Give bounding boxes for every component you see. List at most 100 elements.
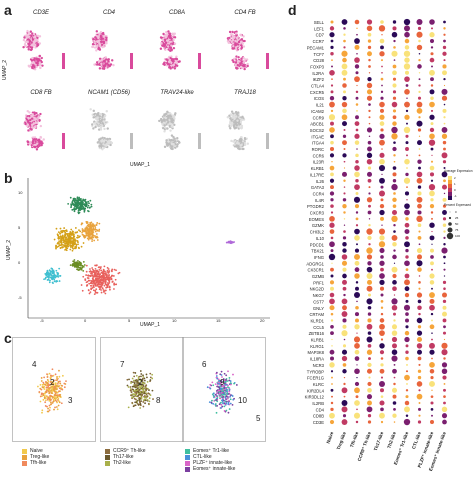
feature-dot <box>162 126 165 130</box>
expression-dot <box>329 216 335 222</box>
feature-dot <box>163 114 166 117</box>
expression-dot <box>356 364 358 366</box>
feature-dot <box>94 124 98 127</box>
subset-cell <box>142 374 144 377</box>
expression-dot <box>341 330 348 337</box>
subset-cell <box>219 382 222 384</box>
expression-dot <box>416 120 423 127</box>
feature-dot <box>234 121 237 125</box>
umap-cell <box>58 267 61 270</box>
expression-dot <box>378 25 386 32</box>
feature-dot <box>232 125 236 128</box>
umap-cell <box>51 267 54 270</box>
subset-cell <box>220 385 223 387</box>
expression-dot <box>368 65 371 68</box>
feature-dot <box>164 48 167 51</box>
subset-cell <box>131 401 134 404</box>
expression-dot <box>354 44 360 50</box>
subset-cell <box>132 388 135 391</box>
expression-dot <box>354 235 360 241</box>
subset-cell <box>217 389 220 392</box>
expression-dot <box>405 84 409 87</box>
subset-cell <box>132 393 134 396</box>
expression-dot <box>431 338 433 341</box>
expression-dot <box>368 376 371 379</box>
subset-cell <box>49 394 52 397</box>
umap-cell <box>85 227 88 230</box>
gene-label: ICOS <box>314 96 324 101</box>
subset-cell <box>46 389 48 392</box>
subset-cell <box>54 406 56 409</box>
umap-cell <box>66 232 68 235</box>
feature-dot <box>100 41 103 44</box>
umap-cell <box>111 280 114 283</box>
subset-cell <box>224 391 226 394</box>
feature-dot <box>33 111 36 114</box>
expression-dot <box>342 279 347 285</box>
expression-dot <box>341 311 348 318</box>
subset-cell <box>139 398 142 400</box>
umap-cell <box>90 284 93 287</box>
subset-cell <box>224 396 227 399</box>
expression-dot <box>379 412 385 419</box>
gene-label: ICAM2 <box>311 109 324 114</box>
umap-cell <box>71 264 74 267</box>
feature-plot-1-0 <box>23 109 65 151</box>
expression-dot <box>418 90 421 93</box>
expression-dot <box>442 204 447 208</box>
umap-cell <box>92 275 95 278</box>
feature-dot <box>32 64 35 68</box>
expression-dot <box>406 199 408 201</box>
subset-cell <box>213 395 215 398</box>
subset-cell <box>132 381 134 384</box>
pct-legend-dot <box>447 227 453 233</box>
pct-legend-tick: 0 <box>455 210 457 214</box>
feature-dot <box>163 145 167 149</box>
umap-cell <box>55 227 58 230</box>
gene-label: ZBTB16 <box>309 331 325 336</box>
group-label: Tfh-like <box>349 431 359 448</box>
subset-cell <box>44 394 46 397</box>
subset-cell <box>56 401 58 404</box>
feature-dot <box>234 42 237 45</box>
expression-dot <box>381 84 383 87</box>
expression-dot <box>391 133 398 140</box>
expression-dot <box>442 64 447 69</box>
feature-dot <box>110 141 114 145</box>
expression-dot <box>331 376 333 379</box>
feature-dot <box>89 108 92 111</box>
expression-dot <box>417 375 422 380</box>
gene-label: IFNG <box>314 255 324 260</box>
expression-dot <box>392 166 397 170</box>
expression-dot <box>379 38 385 44</box>
expression-dot <box>416 260 423 267</box>
expression-dot <box>403 63 411 70</box>
feature-dot <box>29 64 33 67</box>
expression-dot <box>416 330 423 336</box>
expression-dot <box>356 52 358 55</box>
umap-cell <box>79 198 82 200</box>
feature-dot <box>169 37 173 40</box>
expression-dot <box>429 342 435 349</box>
expression-dot <box>393 192 396 195</box>
feature-dot <box>240 136 243 139</box>
feature-dot <box>95 40 99 43</box>
expression-dot <box>403 18 411 26</box>
expression-dot <box>381 173 383 176</box>
expression-dot <box>356 109 358 112</box>
panel-d: SELL LEF1 CD7 CCR7 PECAM1 TCF7 CD28 FOXP3 IL2RA I… <box>290 0 474 478</box>
umap-cell <box>76 201 79 204</box>
subset-cell <box>54 391 57 394</box>
subset-cell <box>55 377 58 380</box>
feature-dot <box>170 147 173 151</box>
feature-dot <box>104 144 108 148</box>
subset-cell <box>146 398 149 401</box>
gene-label: KIR2DL4 <box>307 388 325 393</box>
umap-cell <box>108 285 111 288</box>
umap-cell <box>98 288 101 291</box>
group-label: Treg-like <box>336 431 347 451</box>
expression-dot <box>392 286 397 292</box>
legend-label: Naive <box>30 448 43 454</box>
expression-dot <box>343 293 346 297</box>
umap-cell <box>102 268 105 271</box>
